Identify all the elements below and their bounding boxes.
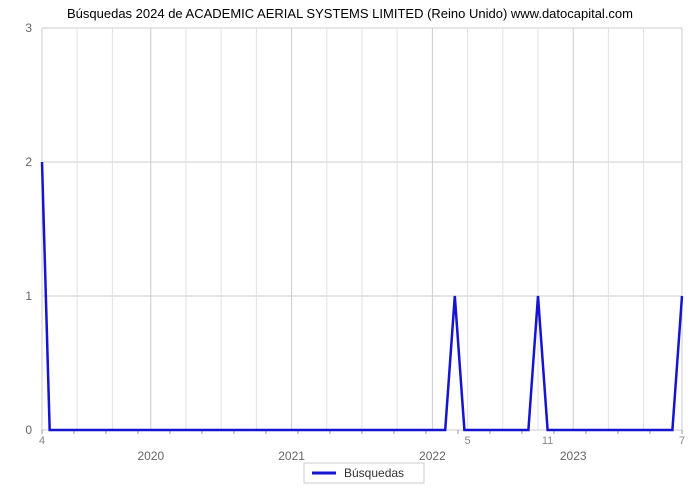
svg-text:0: 0 <box>25 423 32 437</box>
svg-text:2: 2 <box>25 155 32 169</box>
svg-text:11: 11 <box>542 435 553 447</box>
svg-text:2023: 2023 <box>560 449 587 463</box>
chart-container: Búsquedas 2024 de ACADEMIC AERIAL SYSTEM… <box>0 0 700 500</box>
svg-text:2020: 2020 <box>137 449 164 463</box>
svg-text:2021: 2021 <box>278 449 305 463</box>
svg-text:2022: 2022 <box>419 449 446 463</box>
chart-title: Búsquedas 2024 de ACADEMIC AERIAL SYSTEM… <box>0 6 700 21</box>
line-chart: 0 1 2 3 2020 2021 2022 2023 4 5 11 7 Búsquedas <box>0 0 700 500</box>
svg-text:7: 7 <box>679 435 685 447</box>
svg-text:5: 5 <box>465 435 471 447</box>
svg-text:1: 1 <box>25 289 32 303</box>
svg-text:4: 4 <box>39 435 45 447</box>
svg-text:Búsquedas: Búsquedas <box>344 466 404 480</box>
svg-text:3: 3 <box>25 21 32 35</box>
